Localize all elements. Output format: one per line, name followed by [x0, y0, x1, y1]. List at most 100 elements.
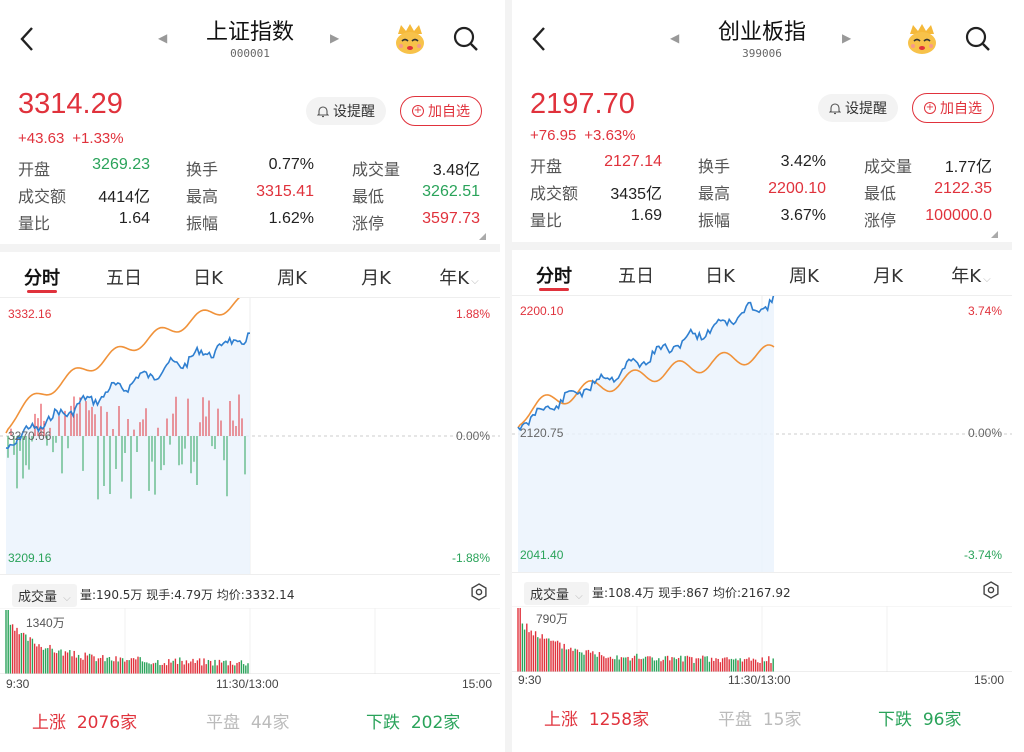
amount-value: 3435亿 [610, 186, 662, 203]
volume-selector[interactable]: 成交量 ⌵ [12, 584, 77, 607]
search-icon[interactable] [452, 25, 480, 53]
advancers: 上涨 2076家 [32, 708, 137, 733]
unchanged-label: 平盘 [718, 710, 752, 730]
tab-monthly-k[interactable]: 月K [361, 268, 391, 289]
volume-toolbar: 成交量 ⌵ 量:190.5万 现手:4.79万 均价:3332.14 [0, 574, 500, 608]
tab-intraday[interactable]: 分时 [24, 268, 60, 289]
volume-chart-svg [0, 607, 500, 675]
price-line [5, 332, 250, 450]
amount-value: 4414亿 [98, 189, 150, 206]
volume-info: 量:190.5万 现手:4.79万 均价:3332.14 [80, 588, 295, 602]
tab-weekly-k[interactable]: 周K [789, 266, 819, 287]
set-reminder-button[interactable]: 设提醒 [818, 94, 898, 122]
advancers-label: 上涨 [544, 710, 578, 730]
tab-daily-k[interactable]: 日K [705, 266, 735, 287]
decliners: 下跌 96家 [878, 705, 961, 730]
chevron-down-icon: ⌵ [471, 276, 479, 287]
next-index-icon[interactable]: ▶ [842, 31, 852, 45]
next-index-icon[interactable]: ▶ [330, 31, 340, 45]
prev-index-icon[interactable]: ◀ [158, 31, 168, 45]
reminder-label: 设提醒 [845, 101, 887, 117]
tab-yearly-k-label: 年K [951, 266, 982, 287]
unchanged: 平盘 44家 [206, 708, 289, 733]
market-breadth: 上涨 1258家 平盘 15家 下跌 96家 [512, 697, 1012, 737]
mascot-icon[interactable] [904, 22, 940, 56]
reminder-label: 设提醒 [333, 104, 375, 120]
change-percent: +1.33% [72, 130, 124, 147]
add-favorite-button[interactable]: + 加自选 [912, 93, 994, 123]
period-tabs: 分时 五日 日K 周K 月K 年K ⌵ [512, 252, 1012, 296]
limit-value: 100000.0 [925, 207, 992, 224]
unchanged: 平盘 15家 [718, 705, 801, 730]
expand-corner-icon[interactable] [479, 233, 486, 240]
chart-top-pct: 1.88% [455, 307, 490, 321]
low-value: 3262.51 [422, 183, 480, 200]
price-line [517, 293, 775, 432]
volume-selector[interactable]: 成交量 ⌵ [524, 582, 589, 605]
current-price: 2197.70 [530, 88, 635, 120]
chart-bottom-price: 3209.16 [8, 551, 52, 565]
expand-corner-icon[interactable] [991, 231, 998, 238]
volume-chart[interactable]: 1340万 [0, 607, 500, 675]
open-value: 2127.14 [604, 153, 662, 170]
header: ◀ 创业板指 399006 ▶ [512, 0, 1012, 78]
low-label: 最低 [864, 184, 897, 203]
amount-label: 成交额 [530, 184, 579, 203]
advancers-count: 1258家 [588, 710, 650, 730]
plus-circle-icon: + [924, 102, 936, 114]
time-open: 9:30 [518, 673, 542, 687]
plus-circle-icon: + [412, 105, 424, 117]
unchanged-count: 44家 [250, 713, 290, 733]
decliners: 下跌 202家 [366, 708, 460, 733]
high-value: 2200.10 [768, 180, 826, 197]
tab-yearly-k-label: 年K [439, 268, 470, 289]
mascot-icon[interactable] [392, 22, 428, 56]
intraday-chart-svg [0, 292, 500, 574]
settings-icon[interactable] [470, 583, 488, 601]
tab-five-day[interactable]: 五日 [618, 266, 654, 287]
back-arrow-icon[interactable] [16, 24, 40, 54]
change-value: +43.63 [18, 130, 65, 147]
intraday-chart-svg [512, 293, 1012, 572]
volume-info: 量:108.4万 现手:867 均价:2167.92 [592, 586, 791, 600]
prev-index-icon[interactable]: ◀ [670, 31, 680, 45]
tab-monthly-k[interactable]: 月K [873, 266, 903, 287]
chevron-down-icon: ⌵ [63, 593, 71, 604]
bell-icon [829, 102, 841, 114]
panel-divider [505, 0, 512, 752]
chart-bottom-pct: -3.74% [963, 548, 1002, 562]
volume-selector-label: 成交量 [530, 588, 570, 603]
ratio-value: 1.69 [630, 207, 662, 224]
high-label: 最高 [698, 184, 731, 203]
intraday-chart[interactable]: 2200.10 2120.75 2041.40 3.74% 0.00% -3.7… [512, 293, 1012, 572]
volume-value: 3.48亿 [432, 162, 480, 179]
settings-icon[interactable] [982, 581, 1000, 599]
amplitude-value: 3.67% [780, 207, 826, 224]
tab-weekly-k[interactable]: 周K [277, 268, 307, 289]
chart-top-price: 2200.10 [520, 304, 564, 318]
intraday-chart[interactable]: 3332.16 3270.66 3209.16 1.88% 0.00% -1.8… [0, 292, 500, 574]
tab-five-day[interactable]: 五日 [106, 268, 142, 289]
chart-mid-price: 3270.66 [8, 429, 52, 443]
amount-label: 成交额 [18, 187, 67, 206]
tab-daily-k[interactable]: 日K [193, 268, 223, 289]
search-icon[interactable] [964, 25, 992, 53]
tab-yearly-k[interactable]: 年K ⌵ [938, 262, 1004, 288]
current-price: 3314.29 [18, 88, 123, 120]
time-close: 15:00 [462, 677, 493, 691]
index-code: 399006 [742, 47, 782, 60]
tab-yearly-k[interactable]: 年K ⌵ [426, 264, 492, 290]
volume-max-label: 1340万 [26, 616, 65, 630]
open-label: 开盘 [18, 160, 51, 179]
volume-chart[interactable]: 790万 [512, 605, 1012, 673]
volume-label: 成交量 [864, 157, 913, 176]
favorite-label: 加自选 [428, 104, 470, 120]
high-value: 3315.41 [256, 183, 314, 200]
chart-mid-pct: 0.00% [455, 429, 490, 443]
tab-intraday[interactable]: 分时 [536, 266, 572, 287]
set-reminder-button[interactable]: 设提醒 [306, 97, 386, 125]
volume-label: 成交量 [352, 160, 401, 179]
back-arrow-icon[interactable] [528, 24, 552, 54]
add-favorite-button[interactable]: + 加自选 [400, 96, 482, 126]
decliners-count: 202家 [410, 713, 461, 733]
